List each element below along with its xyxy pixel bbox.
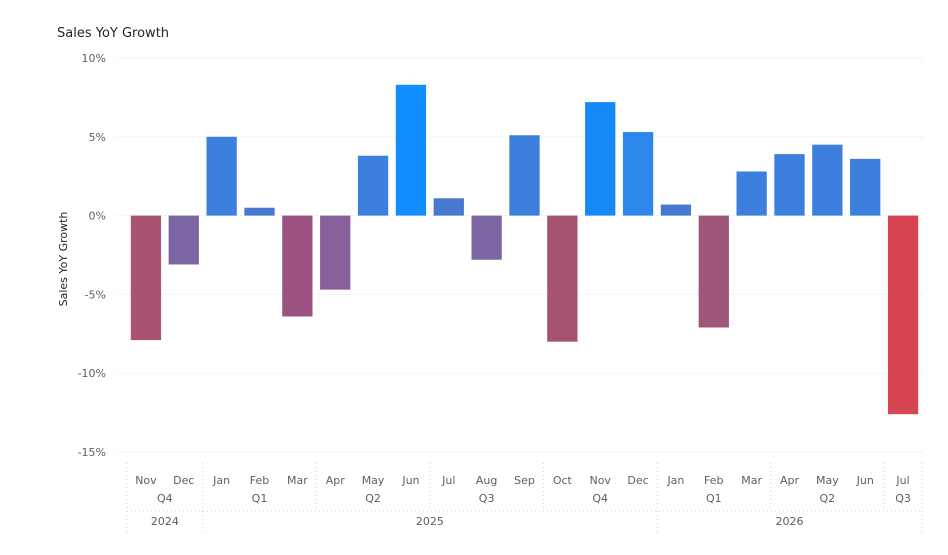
x-tick-label: Jul — [441, 474, 455, 487]
x-tick-label: Aug — [476, 474, 497, 487]
y-tick-label: -15% — [78, 446, 106, 459]
bar — [698, 215, 729, 328]
bar — [850, 158, 881, 216]
bar — [547, 215, 578, 342]
x-tick-label: Jan — [666, 474, 684, 487]
y-axis-title: Sales YoY Growth — [57, 212, 70, 307]
bar — [509, 135, 540, 216]
x-tick-label: Feb — [704, 474, 723, 487]
bar — [168, 215, 199, 265]
y-tick-label: 0% — [89, 210, 106, 223]
x-quarter-label: Q2 — [365, 492, 381, 505]
bar — [130, 215, 162, 341]
y-tick-label: 5% — [89, 131, 106, 144]
x-quarter-label: Q2 — [820, 492, 836, 505]
x-tick-label: Jun — [401, 474, 419, 487]
y-tick-label: -5% — [85, 288, 106, 301]
bar — [320, 215, 351, 290]
x-tick-label: Dec — [627, 474, 648, 487]
bar — [206, 136, 237, 216]
bar — [736, 171, 767, 216]
x-tick-label: Oct — [553, 474, 573, 487]
bar — [244, 207, 275, 216]
x-year-label: 2025 — [416, 515, 444, 528]
x-quarter-label: Q1 — [706, 492, 722, 505]
x-tick-label: May — [816, 474, 839, 487]
bar — [433, 198, 464, 216]
chart-title: Sales YoY Growth — [57, 26, 170, 41]
x-tick-label: Jul — [895, 474, 909, 487]
x-tick-label: Dec — [173, 474, 194, 487]
bar — [622, 132, 654, 216]
bar — [774, 154, 805, 216]
x-tick-label: Jan — [212, 474, 230, 487]
x-quarter-label: Q4 — [157, 492, 173, 505]
bar — [357, 155, 389, 216]
bar — [471, 215, 502, 260]
y-tick-label: 10% — [82, 52, 106, 65]
x-quarter-label: Q1 — [252, 492, 268, 505]
x-tick-label: Apr — [780, 474, 800, 487]
bar — [395, 84, 427, 216]
bar — [887, 215, 919, 415]
x-tick-label: Sep — [514, 474, 535, 487]
x-tick-label: Jun — [856, 474, 874, 487]
x-tick-label: Feb — [250, 474, 269, 487]
bar — [812, 144, 843, 216]
y-tick-label: -10% — [78, 367, 106, 380]
x-tick-label: Nov — [589, 474, 611, 487]
x-quarter-label: Q3 — [479, 492, 495, 505]
x-year-label: 2026 — [776, 515, 804, 528]
bar — [660, 204, 692, 216]
bar — [282, 215, 313, 317]
x-tick-label: Mar — [741, 474, 762, 487]
bar — [585, 102, 616, 216]
x-tick-label: Mar — [287, 474, 308, 487]
x-year-label: 2024 — [151, 515, 179, 528]
x-tick-label: Nov — [135, 474, 157, 487]
x-quarter-label: Q3 — [895, 492, 911, 505]
x-tick-label: May — [362, 474, 385, 487]
x-tick-label: Apr — [326, 474, 346, 487]
x-quarter-label: Q4 — [592, 492, 608, 505]
